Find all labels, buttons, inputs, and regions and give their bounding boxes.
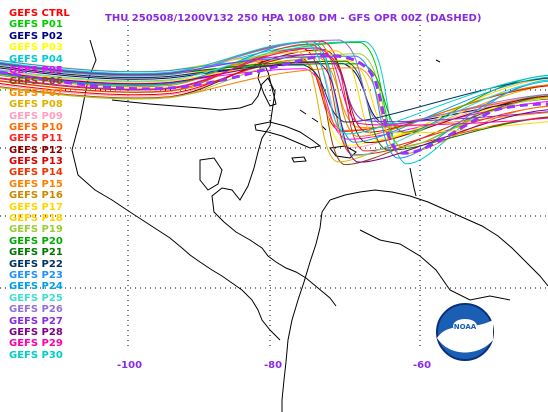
legend-item: GEFS P24 (9, 281, 63, 293)
ensemble-contour (0, 64, 548, 123)
jamaica-coast (291, 156, 307, 163)
ensemble-contour (0, 53, 548, 123)
legend-item: GEFS P19 (9, 224, 63, 236)
lesser-antilles (409, 167, 417, 197)
gulf-coast (111, 77, 337, 307)
ensemble-contour (0, 53, 548, 147)
legend-item: GEFS P08 (9, 99, 63, 111)
opr-contour (0, 54, 548, 155)
legend-item: GEFS P07 (9, 87, 63, 99)
lon-label-80w: -80 (264, 360, 283, 371)
legend-item: GEFS P06 (9, 76, 63, 88)
legend-item: GEFS P20 (9, 235, 63, 247)
yucatan-coast (199, 157, 223, 191)
ensemble-legend: GEFS CTRL GEFS P01 GEFS P02 GEFS P03 GEFS P0… (9, 8, 89, 361)
ensemble-contours (0, 39, 548, 165)
coastlines (71, 39, 548, 412)
legend-item: GEFS P22 (9, 258, 63, 270)
ensemble-contour (0, 46, 548, 157)
ensemble-contour (0, 39, 548, 125)
noaa-logo (436, 303, 494, 361)
bahamas (299, 109, 327, 131)
logo-text: NOAA (454, 323, 477, 331)
legend-item: GEFS P17 (9, 201, 63, 213)
bermuda (435, 59, 441, 63)
legend-item: GEFS CTRL (9, 8, 70, 19)
south-america-west (281, 199, 331, 412)
legend-item: GEFS P25 (9, 292, 63, 304)
legend-item: GEFS P23 (9, 269, 63, 281)
south-america-coast (329, 189, 548, 287)
legend-item: GEFS P21 (9, 247, 63, 259)
legend-item: GEFS P03 (9, 42, 63, 54)
legend-item: GEFS P13 (9, 156, 63, 168)
north-america-coast (71, 39, 281, 341)
legend-item: GEFS P27 (9, 315, 63, 327)
legend-item: GEFS P05 (9, 64, 63, 76)
legend-item: GEFS P02 (9, 30, 63, 42)
legend-item: GEFS P29 (9, 338, 63, 350)
legend-item: GEFS P01 (9, 19, 63, 31)
legend-item: GEFS P26 (9, 304, 63, 316)
legend-item: GEFS P11 (9, 133, 63, 145)
legend-item: GEFS P09 (9, 110, 63, 122)
legend-item: GEFS P16 (9, 190, 63, 202)
legend-item: GEFS P15 (9, 178, 63, 190)
cuba-coast (254, 121, 322, 149)
map-title: THU 250508/1200V132 250 HPA 1080 DM - GF… (105, 13, 482, 24)
ensemble-contour (0, 41, 548, 135)
ensemble-contour (0, 61, 548, 163)
legend-item: GEFS P28 (9, 326, 63, 338)
legend-item: GEFS P18 (9, 213, 63, 225)
legend-item: GEFS P12 (9, 144, 63, 156)
legend-item: GEFS P04 (9, 53, 63, 65)
ensemble-contour (0, 63, 548, 133)
florida-coast (257, 58, 277, 107)
south-america-interior (359, 229, 511, 301)
lon-label-100w: -100 (117, 360, 143, 371)
legend-item: GEFS P30 (9, 349, 63, 361)
ensemble-contour (0, 47, 548, 126)
legend-item: GEFS P10 (9, 121, 63, 133)
lon-label-60w: -60 (413, 360, 432, 371)
legend-item: GEFS P14 (9, 167, 63, 179)
